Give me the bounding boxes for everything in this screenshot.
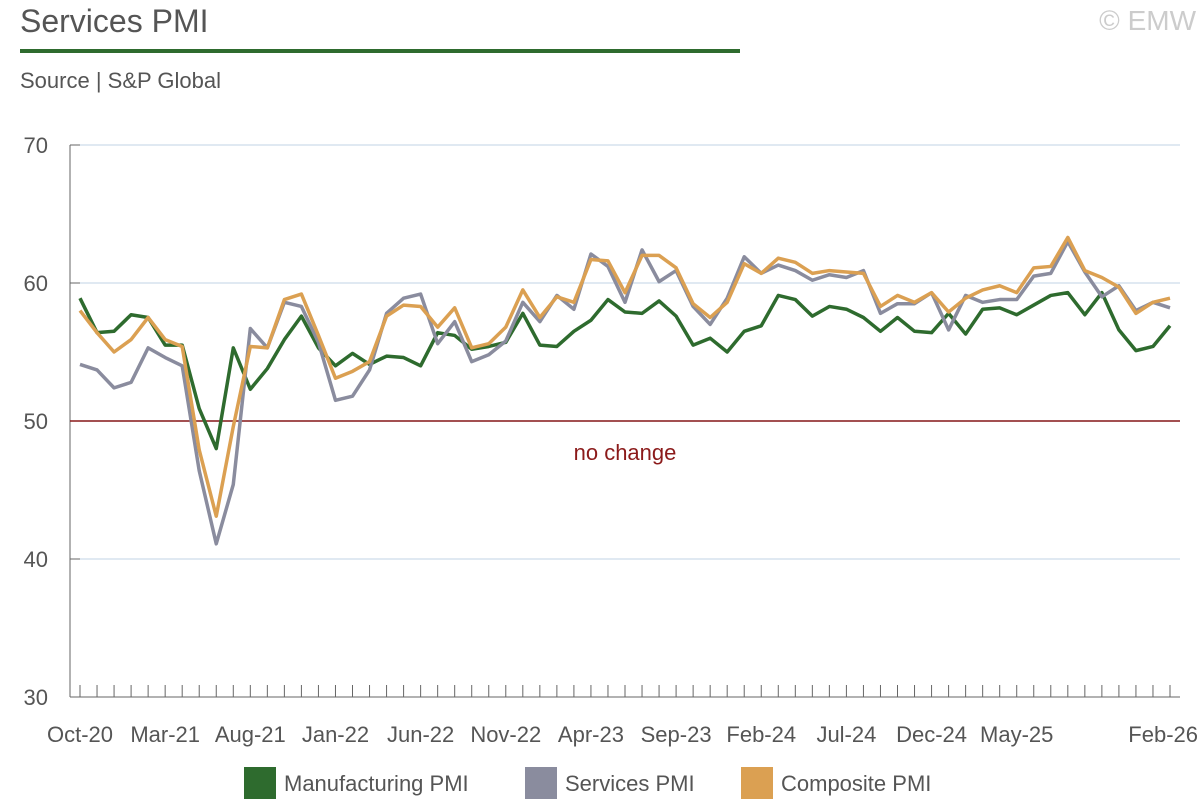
x-tick-label: Feb-26 [1128,722,1198,747]
chart-title: Services PMI [20,3,208,39]
legend-swatch [244,767,276,799]
legend-label: Services PMI [565,771,695,796]
x-tick-label: Dec-24 [896,722,967,747]
y-tick-label: 50 [24,409,48,434]
legend-swatch [741,767,773,799]
legend-swatch [525,767,557,799]
y-tick-label: 40 [24,547,48,572]
y-tick-label: 70 [24,133,48,158]
reference-label: no change [574,440,677,465]
x-tick-label: Apr-23 [558,722,624,747]
x-tick-label: May-25 [980,722,1053,747]
series-line [78,290,1172,451]
x-tick-label: Jul-24 [816,722,876,747]
legend-label: Composite PMI [781,771,931,796]
subtitle: Source | S&P Global [20,68,221,93]
x-tick-label: Nov-22 [470,722,541,747]
series-line [78,235,1171,518]
x-tick-label: Oct-20 [47,722,113,747]
x-tick-label: Jan-22 [302,722,369,747]
legend-label: Manufacturing PMI [284,771,469,796]
credit: © EMW [1099,5,1196,36]
y-tick-label: 60 [24,271,48,296]
x-tick-label: Jun-22 [387,722,454,747]
x-tick-label: Aug-21 [215,722,286,747]
x-tick-label: Feb-24 [726,722,796,747]
series-line [79,239,1171,546]
title-underline [20,49,740,53]
y-tick-label: 30 [24,685,48,710]
x-tick-label: Sep-23 [641,722,712,747]
x-tick-label: Mar-21 [130,722,200,747]
